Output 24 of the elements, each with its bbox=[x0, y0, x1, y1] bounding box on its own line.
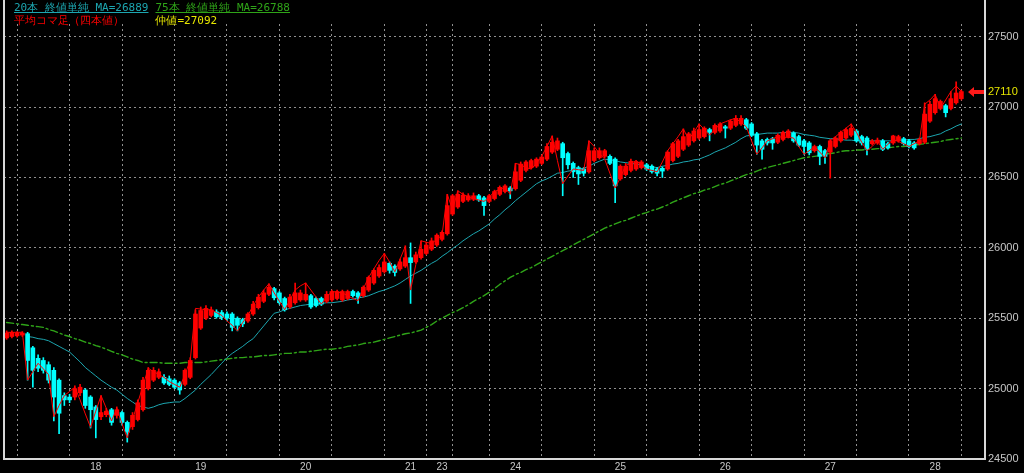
x-tick-label: 24 bbox=[509, 460, 522, 472]
y-tick-label: 24500 bbox=[988, 452, 1019, 465]
y-tick-label: 25000 bbox=[988, 381, 1019, 394]
x-tick-label: 27 bbox=[824, 460, 837, 472]
annotation: 仲値=27092 bbox=[155, 14, 219, 27]
text: 20本 終値単純 MA=26889 bbox=[14, 1, 149, 14]
text: 75本 終値単純 MA=26788 bbox=[155, 1, 290, 14]
y-tick-label: 27500 bbox=[988, 29, 1019, 42]
x-tick-label: 26 bbox=[719, 460, 732, 472]
x-tick-label: 23 bbox=[436, 460, 449, 472]
y-tick-label: 26500 bbox=[988, 170, 1019, 183]
candlestick bbox=[722, 125, 728, 139]
y-tick-label: 27000 bbox=[988, 100, 1019, 113]
x-tick-label: 28 bbox=[929, 460, 942, 472]
text: 平均コマ足（四本値） bbox=[14, 14, 125, 27]
text: 27110 bbox=[988, 84, 1018, 97]
line-series bbox=[5, 137, 963, 364]
x-tick-label: 25 bbox=[614, 460, 627, 472]
x-tick-label: 18 bbox=[90, 460, 102, 472]
y-tick-label: 26000 bbox=[988, 240, 1019, 253]
x-tick-label: 20 bbox=[300, 460, 312, 472]
y-tick-label: 25500 bbox=[988, 311, 1019, 324]
x-tick-label: 19 bbox=[195, 460, 207, 472]
x-tick-label: 21 bbox=[405, 460, 417, 472]
